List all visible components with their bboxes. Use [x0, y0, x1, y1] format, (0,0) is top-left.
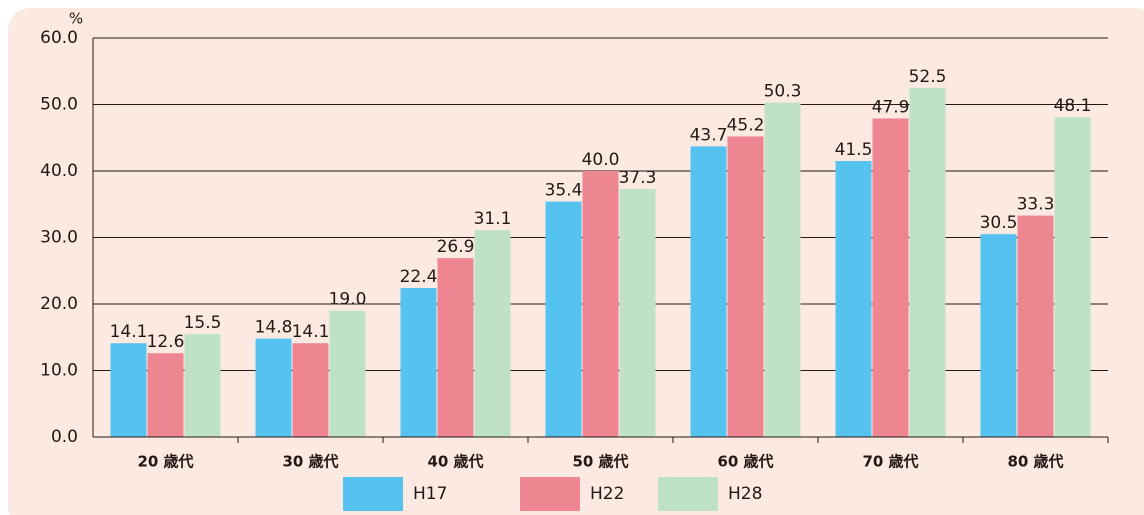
bar — [909, 87, 946, 437]
legend-swatch — [658, 477, 718, 511]
value-label: 50.3 — [764, 82, 802, 102]
legend-swatch — [343, 477, 403, 511]
bar — [292, 343, 329, 437]
value-label: 45.2 — [727, 115, 765, 135]
value-label: 22.4 — [400, 267, 438, 287]
value-label: 14.8 — [255, 318, 293, 338]
value-label: 31.1 — [474, 209, 512, 229]
value-label: 48.1 — [1054, 96, 1092, 116]
value-label: 52.5 — [909, 67, 947, 87]
y-tick-label: 40.0 — [40, 161, 78, 181]
bar — [690, 146, 727, 437]
y-unit: % — [69, 10, 83, 28]
value-label: 35.4 — [545, 181, 583, 201]
bar — [1017, 215, 1054, 437]
bar — [147, 353, 184, 437]
x-tick-label: 40 歳代 — [427, 453, 483, 471]
x-tick-label: 70 歳代 — [862, 453, 918, 471]
y-tick-label: 50.0 — [40, 95, 78, 115]
value-label: 37.3 — [619, 168, 657, 188]
bar — [764, 102, 801, 437]
value-label: 14.1 — [292, 322, 330, 342]
bar — [980, 234, 1017, 437]
value-label: 12.6 — [147, 332, 185, 352]
y-tick-label: 0.0 — [51, 427, 78, 447]
value-label: 41.5 — [835, 140, 873, 160]
value-label: 30.5 — [980, 213, 1018, 233]
bar — [110, 343, 147, 437]
x-tick-label: 30 歳代 — [282, 453, 338, 471]
value-label: 40.0 — [582, 150, 620, 170]
bar — [437, 258, 474, 437]
bar — [400, 288, 437, 437]
legend-label: H28 — [728, 484, 762, 504]
legend-label: H17 — [413, 484, 447, 504]
x-tick-label: 50 歳代 — [572, 453, 628, 471]
x-tick-label: 60 歳代 — [717, 453, 773, 471]
y-tick-label: 30.0 — [40, 228, 78, 248]
bar — [184, 333, 221, 437]
legend-swatch — [520, 477, 580, 511]
value-label: 47.9 — [872, 97, 910, 117]
legend-label: H22 — [590, 484, 624, 504]
bar — [835, 161, 872, 437]
bar — [872, 118, 909, 437]
bar — [329, 310, 366, 437]
value-label: 15.5 — [184, 313, 222, 333]
bar — [727, 136, 764, 438]
value-label: 43.7 — [690, 125, 728, 145]
bar — [474, 230, 511, 437]
value-label: 14.1 — [110, 322, 148, 342]
y-tick-label: 10.0 — [40, 361, 78, 381]
y-tick-label: 20.0 — [40, 294, 78, 314]
bar — [255, 338, 292, 437]
y-tick-label: 60.0 — [40, 28, 78, 48]
value-label: 19.0 — [329, 290, 367, 310]
x-tick-label: 80 歳代 — [1007, 453, 1063, 471]
bar — [619, 188, 656, 437]
bar — [545, 201, 582, 437]
bar — [1054, 117, 1091, 437]
value-label: 26.9 — [437, 237, 475, 257]
value-label: 33.3 — [1017, 195, 1055, 215]
x-tick-label: 20 歳代 — [137, 453, 193, 471]
bar — [582, 171, 619, 437]
